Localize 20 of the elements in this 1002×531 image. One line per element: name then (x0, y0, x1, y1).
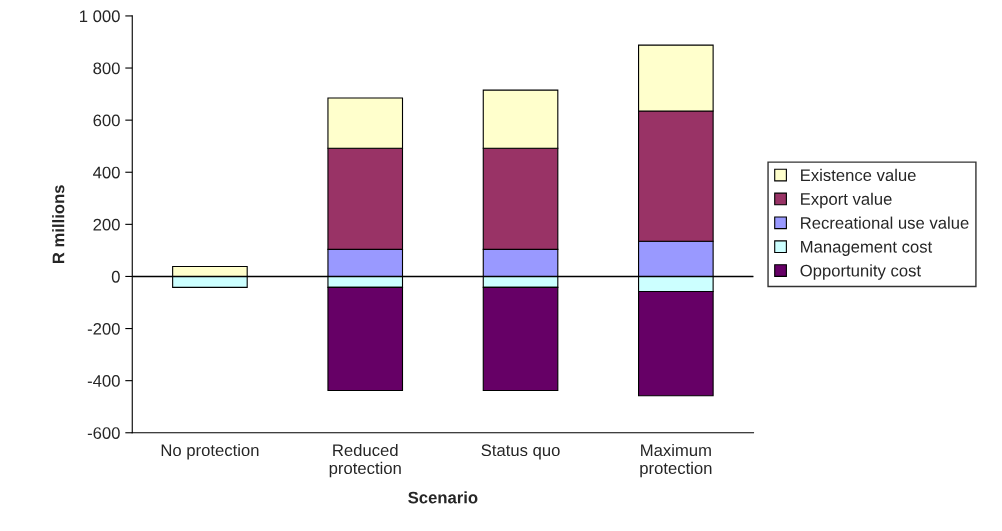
legend-label: Export value (801, 192, 892, 209)
legend-label: Existence value (801, 168, 916, 182)
y-tick-label: -600 (87, 427, 120, 439)
y-tick-label: -400 (87, 375, 120, 387)
y-tick-label: 400 (93, 166, 120, 179)
y-tick-label: 0 (111, 270, 120, 283)
legend-label: Opportunity cost (800, 264, 921, 280)
x-tick-label: No protection (161, 443, 259, 460)
y-tick-label: 200 (93, 218, 120, 231)
y-axis-title: R millions (52, 185, 65, 264)
y-tick-label: 1 000 (80, 10, 120, 23)
x-axis-title: Scenario (408, 491, 478, 504)
y-tick-label: -200 (87, 322, 120, 335)
y-tick-label: 600 (93, 114, 120, 127)
x-tick-label: Maximum protection (640, 443, 712, 478)
x-tick-label: Status quo (481, 444, 560, 460)
y-tick-label: 800 (93, 62, 120, 75)
legend-label: Management cost (801, 241, 933, 256)
x-tick-label: Reduced protection (329, 443, 401, 478)
legend-label: Recreational use value (801, 216, 969, 229)
